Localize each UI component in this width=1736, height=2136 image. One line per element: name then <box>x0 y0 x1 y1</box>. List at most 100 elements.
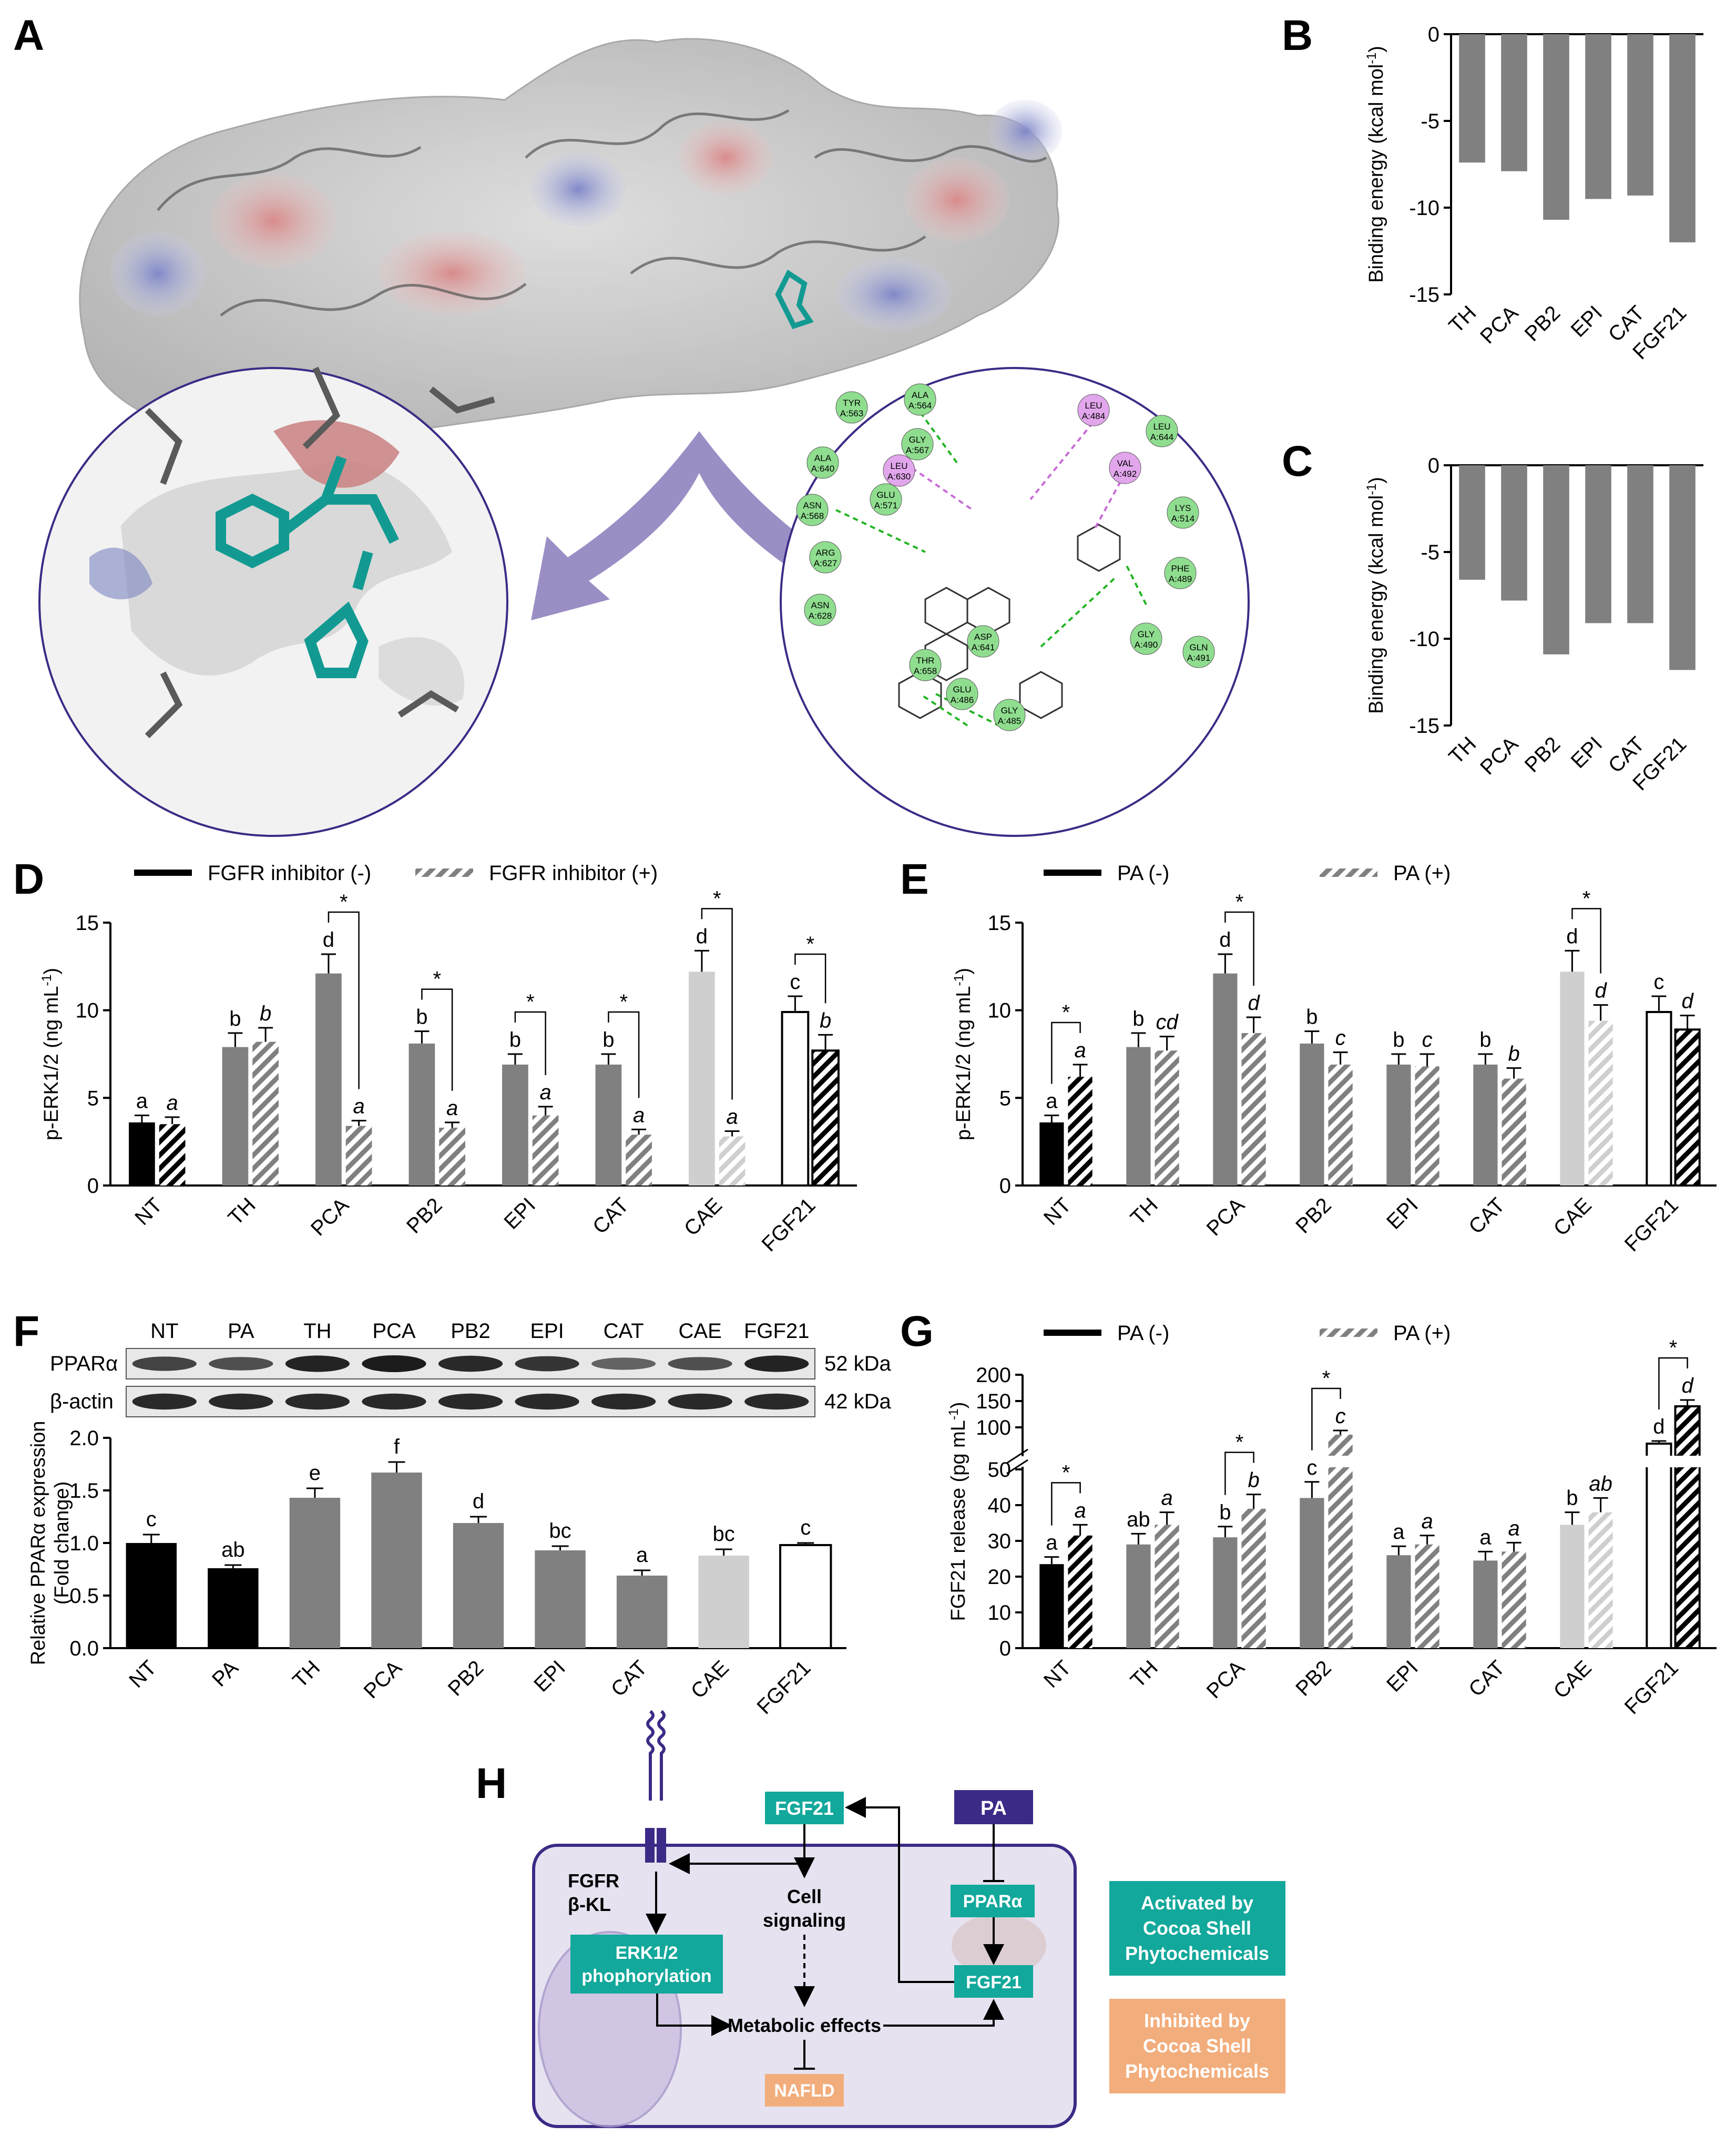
residue-name: TYR <box>843 398 861 408</box>
x-tick-label: PA <box>208 1656 243 1691</box>
y-tick-label: 150 <box>976 1390 1011 1413</box>
x-tick-label: PCA <box>1476 301 1523 348</box>
x-tick-label: EPI <box>1382 1656 1423 1696</box>
sig-letter: a <box>1393 1520 1405 1544</box>
nafld-box <box>765 2074 844 2107</box>
significance-star: * <box>433 968 441 991</box>
blot-lane-label: TH <box>303 1320 331 1343</box>
panel-letter-a: A <box>13 12 44 59</box>
significance-star: * <box>526 990 535 1014</box>
bar <box>1560 972 1585 1185</box>
residue-name: LEU <box>1085 401 1102 411</box>
residue-name: ALA <box>912 390 929 400</box>
legend-label: FGFR inhibitor (-) <box>208 862 371 885</box>
blot-band <box>362 1393 426 1410</box>
sig-letter: a <box>1046 1531 1058 1555</box>
metabolic-effects-label: Metabolic effects <box>728 2015 881 2036</box>
residue-bubble <box>804 594 836 626</box>
x-tick-label: NT <box>130 1193 167 1230</box>
y-tick-label: 10 <box>988 1601 1012 1624</box>
x-tick-label: TH <box>288 1656 324 1692</box>
blot-band <box>438 1393 503 1410</box>
y-tick-label: 0.5 <box>69 1585 99 1608</box>
bar <box>453 1523 504 1648</box>
y-axis-label: p-ERK1/2 (ng mL-1) <box>952 968 975 1140</box>
residue-id: A:658 <box>914 666 937 676</box>
bar <box>1039 1564 1064 1648</box>
residue-name: LEU <box>1153 422 1170 432</box>
bar <box>1386 1555 1411 1648</box>
sig-letter: c <box>1422 1028 1433 1051</box>
sig-letter: a <box>726 1106 738 1129</box>
panel-g-chart: 01020304050100150200NTaa*THabaPCAbb*PB2c… <box>947 1322 1717 1719</box>
sig-letter: d <box>1219 928 1231 952</box>
sig-letter: b <box>1219 1501 1231 1524</box>
bar <box>616 1576 668 1648</box>
sig-letter: d <box>1653 1415 1664 1438</box>
bar <box>1543 34 1569 220</box>
legend-label: PA (+) <box>1393 1322 1451 1345</box>
axis-break-mark <box>1006 1448 1028 1464</box>
x-tick-label: FGF21 <box>757 1193 820 1256</box>
sig-letter: c <box>800 1516 811 1539</box>
residue-bubble <box>835 391 868 424</box>
residue-bubble <box>946 678 978 710</box>
residue-bubble <box>796 494 829 526</box>
residue-name: PHE <box>1171 564 1190 574</box>
blot-size-label: 52 kDa <box>824 1352 891 1375</box>
x-tick-label: EPI <box>499 1193 540 1234</box>
residue-name: ASN <box>803 500 822 510</box>
residue-id: A:484 <box>1082 411 1105 421</box>
sig-letter: bc <box>713 1522 735 1546</box>
receptor-label-bkl: β-KL <box>568 1894 611 1915</box>
bar <box>1646 1443 1672 1649</box>
bar <box>1386 1065 1411 1185</box>
blot-lane-label: PA <box>228 1320 254 1343</box>
fgf21-inner-box <box>954 1965 1033 1998</box>
y-tick-label: 0 <box>999 1637 1011 1660</box>
sig-letter: d <box>1566 925 1578 948</box>
x-tick-label: FGF21 <box>1620 1193 1683 1256</box>
residue-name: GLU <box>877 490 895 500</box>
sig-letter: c <box>146 1508 157 1531</box>
residue-name: VAL <box>1117 458 1133 468</box>
sig-letter: a <box>353 1095 364 1118</box>
y-tick-label: 1.5 <box>69 1479 99 1503</box>
significance-bracket <box>328 911 360 1089</box>
legend-label: PA (-) <box>1117 862 1169 885</box>
y-tick-label: -5 <box>1421 541 1439 564</box>
bar <box>439 1128 465 1185</box>
significance-bracket <box>1224 1452 1254 1495</box>
bar <box>1501 465 1527 601</box>
x-tick-label: TH <box>1126 1656 1162 1692</box>
sig-letter: b <box>1248 1469 1259 1492</box>
x-tick-label: FGF21 <box>752 1656 815 1719</box>
sig-letter: f <box>394 1435 400 1458</box>
y-axis-label: Binding energy (kcal mol-1) <box>1365 477 1388 714</box>
panel-letter-e: E <box>900 855 929 903</box>
x-tick-label: NT <box>1039 1193 1076 1230</box>
sig-letter: d <box>696 925 708 948</box>
sig-letter: d <box>1681 1374 1694 1397</box>
bar <box>1473 1560 1498 1648</box>
blot-band <box>285 1355 350 1372</box>
legend-swatch-hatched <box>1320 868 1377 877</box>
bar <box>1502 1078 1526 1185</box>
bar <box>1459 465 1485 580</box>
blot-band <box>591 1357 656 1370</box>
blot-band <box>515 1393 579 1410</box>
bar <box>1241 1033 1266 1185</box>
x-tick-label: PB2 <box>1291 1193 1336 1238</box>
residue-id: A:568 <box>801 511 824 521</box>
bar <box>1213 1537 1238 1648</box>
blot-lane-label: PB2 <box>451 1320 491 1343</box>
residue-bubble <box>909 649 942 681</box>
residue-id: A:627 <box>814 558 837 568</box>
y-axis-label: p-ERK1/2 (ng mL-1) <box>40 968 63 1140</box>
bar <box>532 1115 559 1185</box>
bar <box>719 1136 746 1185</box>
y-tick-label: 2.0 <box>69 1427 99 1450</box>
residue-name: ALA <box>814 453 832 463</box>
significance-star: * <box>1322 1367 1331 1390</box>
